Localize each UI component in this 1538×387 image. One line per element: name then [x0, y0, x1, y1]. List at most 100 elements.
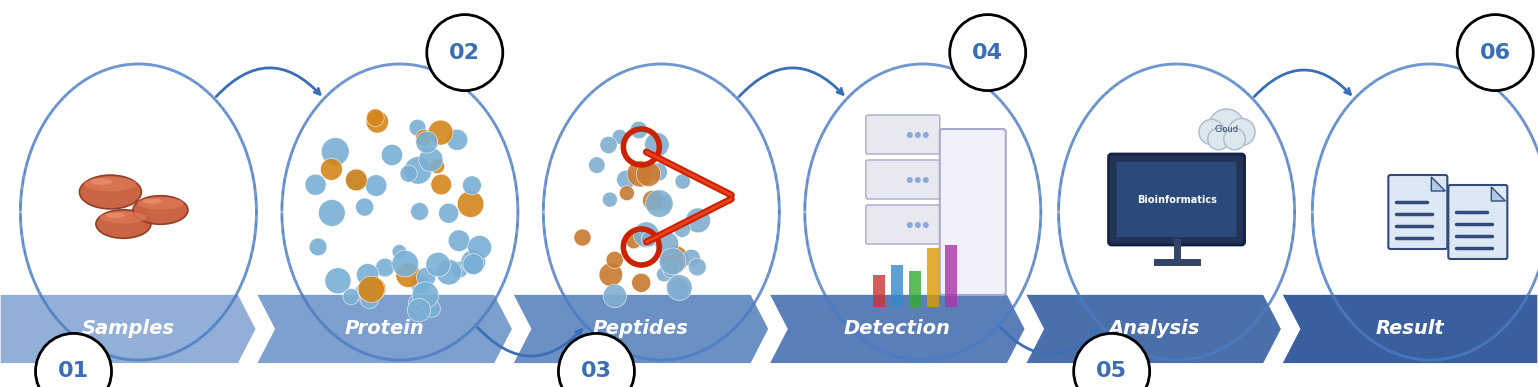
Circle shape — [612, 129, 628, 144]
FancyBboxPatch shape — [1117, 162, 1237, 237]
Circle shape — [626, 233, 641, 249]
Circle shape — [617, 170, 635, 189]
Ellipse shape — [143, 199, 161, 204]
Circle shape — [363, 277, 386, 300]
Text: 04: 04 — [972, 43, 1003, 63]
Circle shape — [404, 157, 432, 184]
Bar — [872, 275, 884, 307]
Circle shape — [675, 174, 691, 189]
Circle shape — [686, 208, 711, 233]
Circle shape — [923, 177, 929, 183]
Text: 01: 01 — [58, 361, 89, 382]
Circle shape — [949, 15, 1026, 91]
Circle shape — [35, 333, 112, 387]
Circle shape — [637, 162, 661, 187]
Ellipse shape — [95, 210, 151, 238]
Circle shape — [325, 268, 351, 294]
Circle shape — [408, 295, 424, 311]
Circle shape — [366, 111, 389, 133]
Text: Detection: Detection — [844, 319, 950, 339]
Circle shape — [666, 275, 692, 301]
Circle shape — [305, 174, 326, 195]
Circle shape — [915, 132, 921, 138]
Circle shape — [355, 198, 374, 216]
Circle shape — [646, 190, 674, 217]
Circle shape — [641, 231, 657, 247]
Circle shape — [649, 163, 667, 181]
Text: 05: 05 — [1097, 361, 1127, 382]
Circle shape — [634, 222, 660, 248]
Circle shape — [620, 186, 634, 200]
Ellipse shape — [132, 196, 188, 224]
Circle shape — [1200, 120, 1224, 145]
Text: Analysis: Analysis — [1107, 319, 1200, 339]
Circle shape — [321, 138, 349, 166]
Circle shape — [457, 191, 484, 217]
Polygon shape — [257, 294, 512, 364]
Bar — [927, 248, 938, 307]
Polygon shape — [0, 294, 257, 364]
Circle shape — [417, 267, 435, 287]
Circle shape — [657, 195, 672, 211]
Circle shape — [411, 274, 429, 294]
Circle shape — [346, 169, 368, 190]
Text: Peptides: Peptides — [592, 319, 689, 339]
Ellipse shape — [137, 197, 185, 209]
Circle shape — [655, 232, 678, 255]
Circle shape — [657, 267, 672, 282]
Circle shape — [1074, 333, 1150, 387]
Circle shape — [915, 222, 921, 228]
Bar — [944, 245, 957, 307]
Circle shape — [412, 282, 438, 308]
Bar — [909, 271, 921, 307]
Circle shape — [907, 177, 912, 183]
Circle shape — [1224, 128, 1246, 150]
Text: Cloud: Cloud — [1215, 125, 1238, 135]
FancyBboxPatch shape — [866, 115, 940, 154]
Circle shape — [409, 119, 426, 136]
Circle shape — [663, 261, 680, 278]
Circle shape — [366, 175, 388, 196]
Circle shape — [438, 203, 458, 223]
Circle shape — [431, 174, 452, 195]
Circle shape — [426, 252, 451, 277]
Ellipse shape — [100, 211, 146, 223]
Circle shape — [392, 250, 418, 277]
Text: 03: 03 — [581, 361, 612, 382]
Circle shape — [355, 283, 375, 303]
Circle shape — [603, 284, 626, 308]
Text: Bioinformatics: Bioinformatics — [1137, 195, 1217, 205]
FancyBboxPatch shape — [866, 160, 940, 199]
Text: Result: Result — [1375, 319, 1444, 339]
Circle shape — [437, 260, 461, 285]
Circle shape — [381, 144, 403, 166]
Text: Samples: Samples — [82, 319, 175, 339]
Circle shape — [1209, 109, 1244, 145]
Circle shape — [418, 147, 443, 172]
Text: 06: 06 — [1480, 43, 1510, 63]
Circle shape — [683, 249, 700, 267]
Circle shape — [395, 263, 421, 288]
Circle shape — [343, 288, 360, 305]
Circle shape — [661, 245, 689, 273]
Circle shape — [375, 258, 394, 277]
Circle shape — [468, 235, 492, 259]
FancyBboxPatch shape — [1449, 185, 1507, 259]
Circle shape — [1227, 118, 1255, 146]
Circle shape — [461, 250, 486, 274]
Bar — [891, 265, 903, 307]
Circle shape — [923, 222, 929, 228]
Circle shape — [320, 158, 343, 180]
Circle shape — [448, 230, 469, 252]
Circle shape — [589, 157, 604, 173]
Circle shape — [689, 258, 706, 276]
Circle shape — [907, 222, 912, 228]
Circle shape — [915, 177, 921, 183]
Text: 02: 02 — [449, 43, 480, 63]
Circle shape — [452, 261, 468, 278]
FancyBboxPatch shape — [1389, 175, 1447, 249]
Text: Protein: Protein — [345, 319, 424, 339]
FancyBboxPatch shape — [1109, 154, 1244, 245]
Circle shape — [428, 120, 454, 145]
Circle shape — [574, 229, 591, 246]
